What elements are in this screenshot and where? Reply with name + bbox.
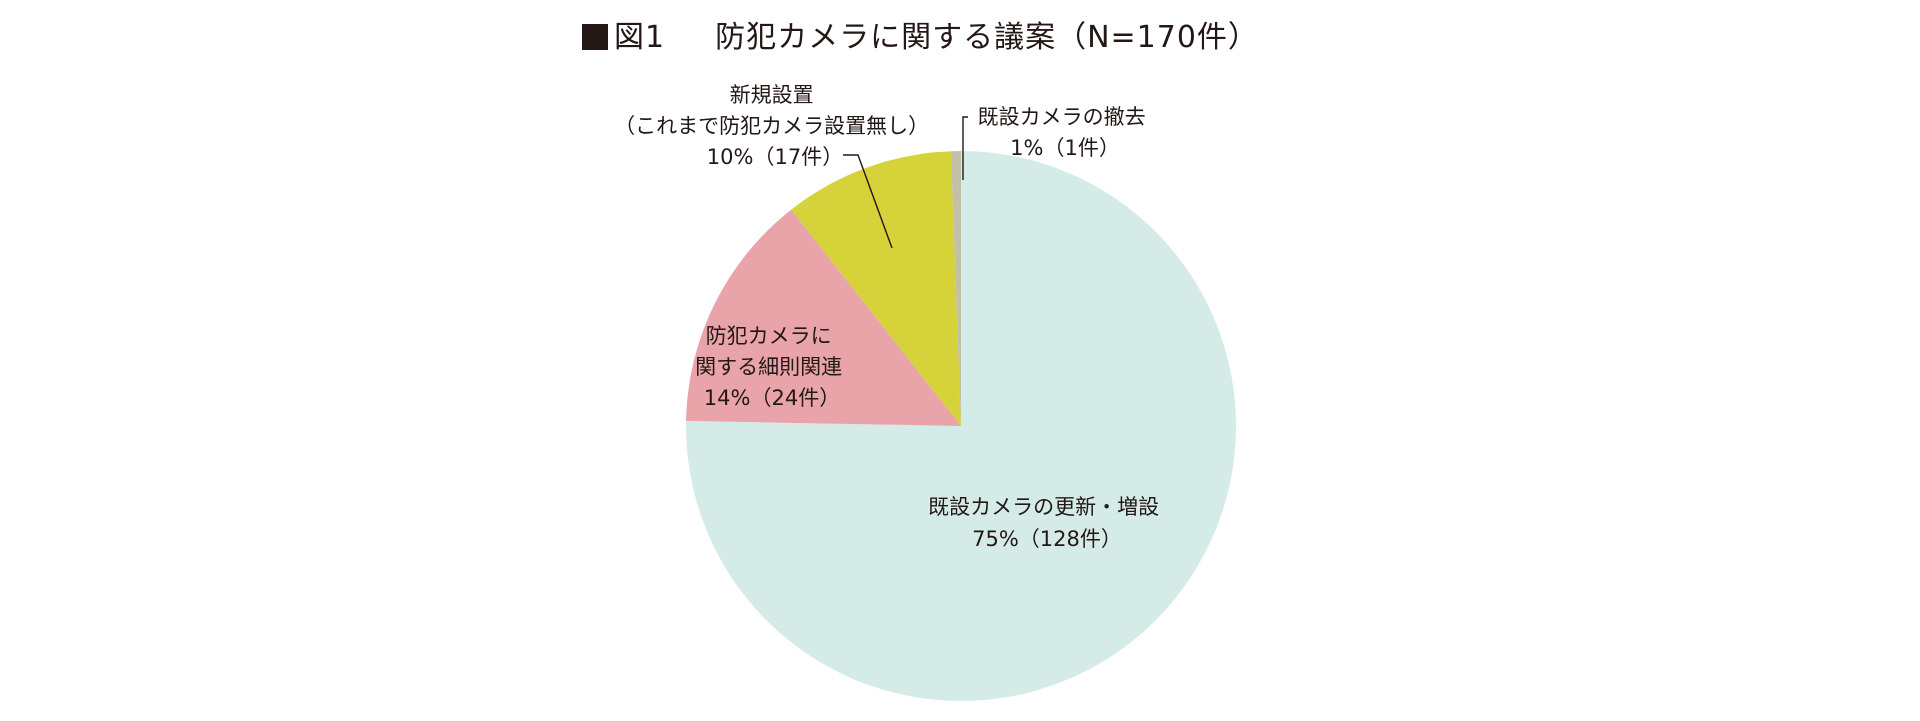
leader-line-removal [962,116,968,180]
label-rules: 防犯カメラに 関する細則関連 14%（24件） [695,324,849,410]
title-square-icon [582,24,608,50]
label-renewal-line-1: 既設カメラの更新・増設 [928,495,1159,519]
label-renewal: 既設カメラの更新・増設 75%（128件） [928,495,1166,551]
label-renewal-percent: 75%（128件） [972,527,1122,551]
label-new: 新規設置 （これまで防犯カメラ設置無し） 10%（17件） [614,83,936,169]
figure-number: 図1 [614,20,666,55]
leader-lines [843,116,968,249]
label-removal: 既設カメラの撤去 1%（1件） [978,105,1153,160]
label-rules-line-1: 防犯カメラに [706,324,832,348]
pie-slice-renewal [686,151,1237,701]
label-new-line-1: 新規設置 [730,83,814,107]
label-new-line-2: （これまで防犯カメラ設置無し） [614,114,929,138]
label-removal-percent: 1%（1件） [1010,136,1120,160]
label-rules-percent: 14%（24件） [704,386,840,410]
chart-title: 図1 防犯カメラに関する議案（N=170件） [582,16,1259,60]
pie-slices [686,151,1237,701]
label-new-percent: 10%（17件） [707,145,843,169]
pie-slice-removal [950,151,961,426]
title-text: 防犯カメラに関する議案（N=170件） [715,20,1259,55]
label-removal-line-1: 既設カメラの撤去 [978,105,1146,129]
pie-slice-new [791,151,961,426]
label-rules-line-2: 関する細則関連 [695,355,842,379]
pie-slice-rules [686,209,961,426]
leader-line-new [843,154,893,249]
